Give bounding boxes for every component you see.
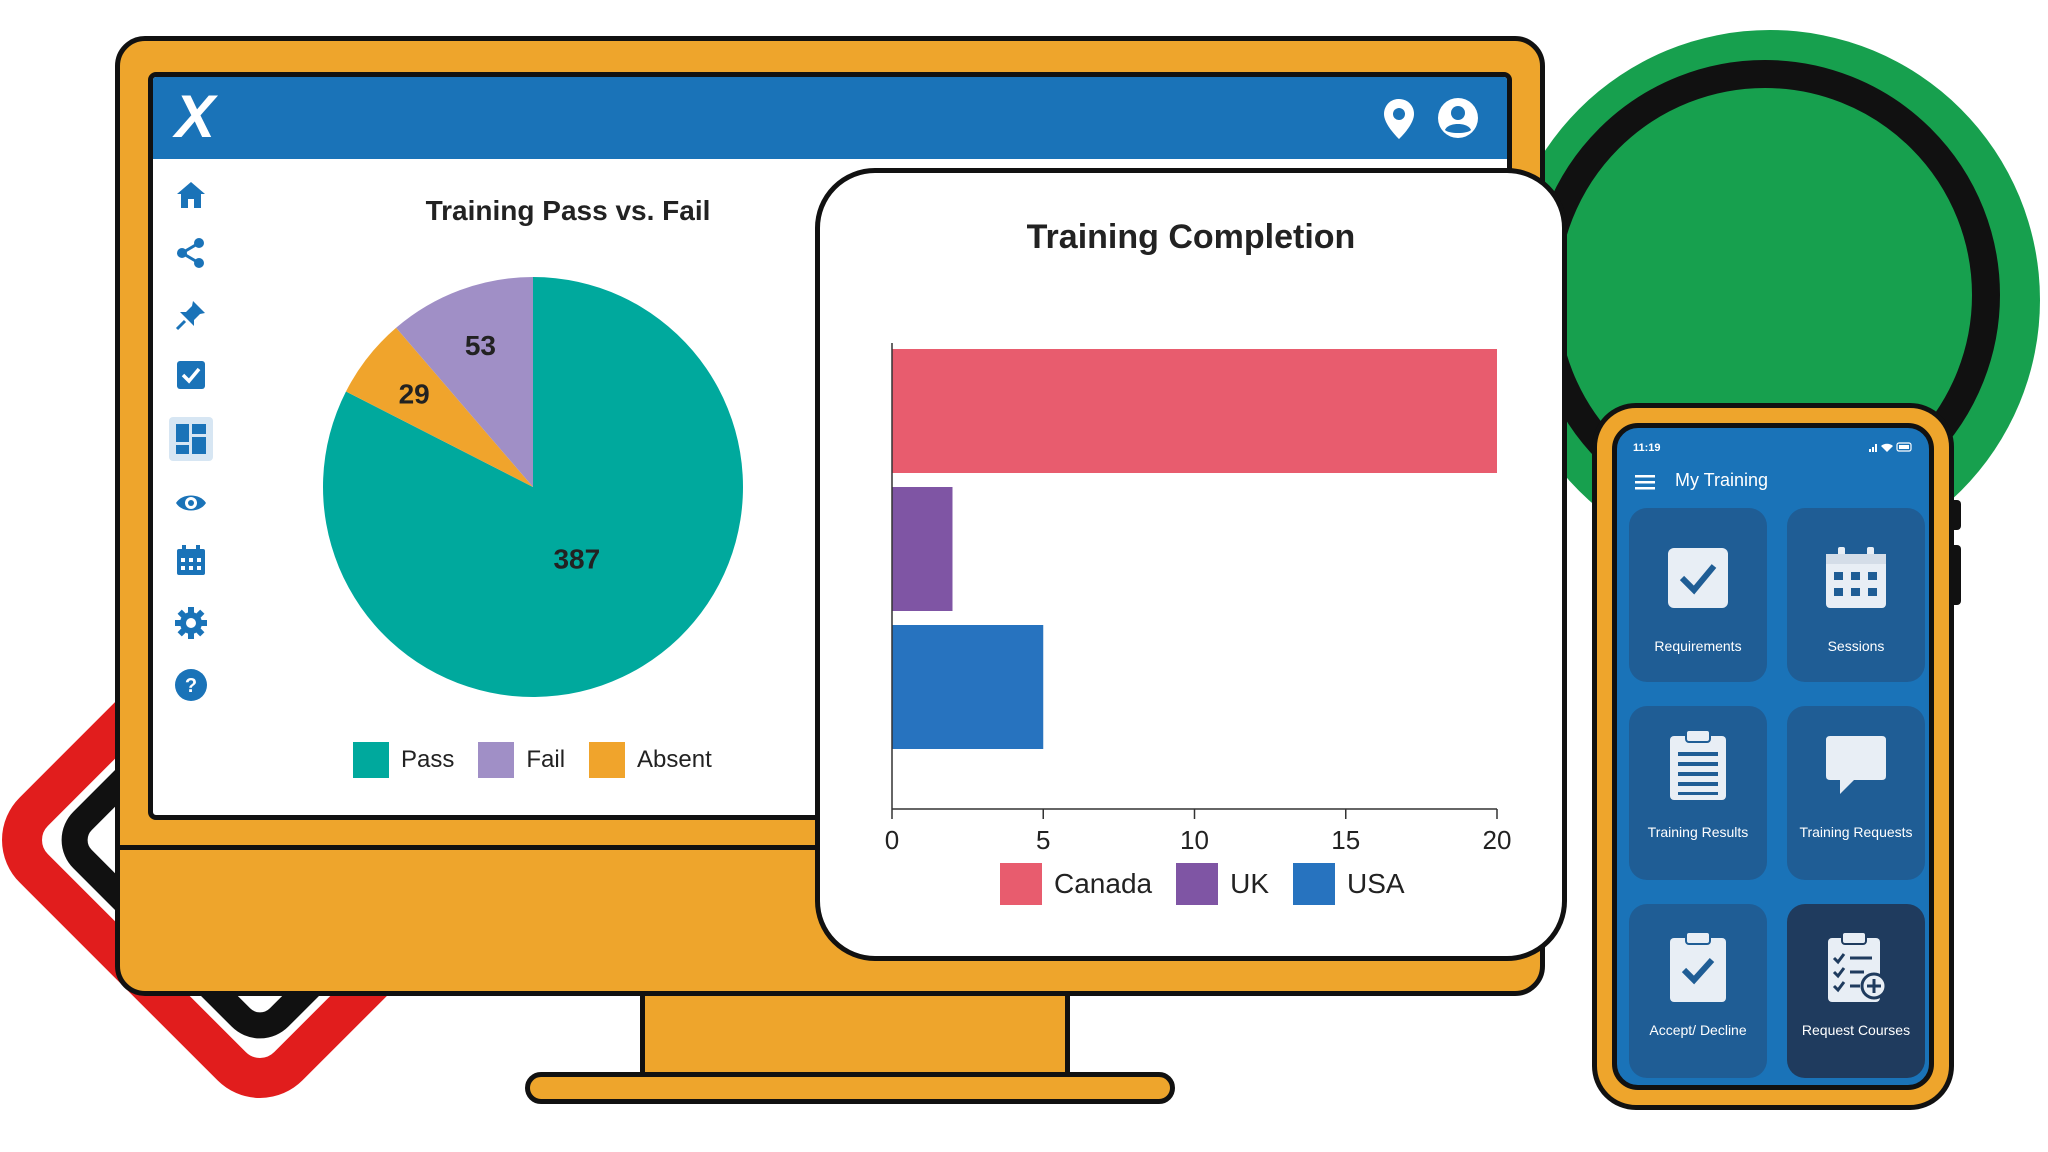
legend-item-absent: Absent	[589, 742, 712, 778]
x-tick-label: 20	[1483, 825, 1512, 853]
pie-chart: 387 29 53	[323, 277, 743, 697]
legend-item-pass: Pass	[353, 742, 454, 778]
monitor-stand-neck	[640, 992, 1070, 1082]
hamburger-menu-icon[interactable]	[1635, 474, 1655, 490]
tile-label: Training Results	[1647, 824, 1749, 840]
checkbox-icon[interactable]	[173, 357, 209, 393]
pie-chart-legend: Pass Fail Absent	[353, 742, 726, 778]
bar-chart-title: Training Completion	[1026, 218, 1356, 256]
phone-side-button	[1949, 500, 1961, 530]
legend-label: USA	[1347, 868, 1405, 899]
legend-swatch	[589, 742, 626, 778]
phone-screen: 11:19 My Training Requirements Sessions	[1612, 423, 1934, 1090]
legend-item-uk: UK	[1176, 863, 1269, 905]
calendar-icon[interactable]	[173, 543, 209, 579]
pie-chart-title: Training Pass vs. Fail	[425, 195, 711, 226]
legend-label: UK	[1230, 868, 1269, 899]
help-icon[interactable]: ?	[173, 667, 209, 703]
pie-slice-label-absent: 29	[399, 379, 430, 410]
eye-icon[interactable]	[173, 485, 209, 521]
tile-label: Requirements	[1654, 638, 1742, 654]
x-tick-label: 0	[885, 825, 899, 853]
legend-swatch	[1176, 863, 1219, 905]
pie-slice-label-fail: 53	[465, 330, 496, 361]
bar-usa[interactable]	[892, 625, 1044, 749]
legend-swatch	[1293, 863, 1335, 905]
tile-sessions[interactable]: Sessions	[1787, 508, 1925, 682]
share-icon[interactable]	[173, 235, 209, 271]
pie-slice-absent[interactable]	[345, 327, 533, 487]
pin-icon[interactable]	[173, 297, 209, 333]
tile-training-requests[interactable]: Training Requests	[1787, 706, 1925, 880]
clipboard-check-icon	[1670, 931, 1726, 1002]
clipboard-list-icon	[1670, 729, 1726, 800]
training-completion-card: Training Completion 0 5 10 15 20 Canada UK USA	[815, 168, 1567, 961]
pie-slice-label-pass: 387	[553, 544, 600, 575]
x-tick-label: 5	[1036, 825, 1050, 853]
legend-label: Absent	[637, 746, 712, 773]
legend-label: Canada	[1054, 868, 1153, 899]
phone-screen-title: My Training	[1675, 470, 1769, 490]
tile-requirements[interactable]: Requirements	[1629, 508, 1767, 682]
checkbox-icon	[1668, 548, 1728, 608]
monitor-stand-base	[525, 1072, 1175, 1104]
x-tick-label: 15	[1331, 825, 1360, 853]
legend-swatch	[1000, 863, 1042, 905]
bar-uk[interactable]	[892, 487, 953, 611]
status-bar-icons	[1869, 442, 1912, 452]
legend-item-fail: Fail	[478, 742, 565, 778]
legend-swatch	[478, 742, 515, 778]
bar-chart-legend: Canada UK USA	[1000, 863, 1429, 905]
tile-label: Training Requests	[1799, 824, 1913, 840]
pie-slice-fail[interactable]	[396, 277, 533, 487]
tile-label: Sessions	[1827, 638, 1885, 654]
calendar-icon	[1826, 547, 1886, 608]
user-account-icon[interactable]	[1437, 97, 1479, 139]
legend-item-usa: USA	[1293, 863, 1405, 905]
tile-accept-decline[interactable]: Accept/ Decline	[1629, 904, 1767, 1078]
bar-chart: 0 5 10 15 20	[885, 343, 1512, 853]
location-pin-icon[interactable]	[1381, 97, 1417, 141]
legend-item-canada: Canada	[1000, 863, 1152, 905]
x-tick-label: 10	[1180, 825, 1209, 853]
status-bar-time: 11:19	[1633, 442, 1661, 454]
app-header: X	[153, 77, 1507, 159]
clipboard-add-icon	[1828, 931, 1888, 1002]
svg-text:?: ?	[185, 675, 197, 697]
phone-side-button	[1949, 545, 1961, 605]
legend-label: Fail	[526, 746, 566, 773]
tile-request-courses[interactable]: Request Courses	[1787, 904, 1925, 1078]
gear-icon[interactable]	[173, 605, 209, 641]
dashboard-icon[interactable]	[169, 417, 213, 461]
home-icon[interactable]	[173, 177, 209, 213]
chat-bubble-icon	[1826, 736, 1886, 794]
legend-swatch	[353, 742, 389, 778]
bar-canada[interactable]	[892, 349, 1497, 473]
tile-training-results[interactable]: Training Results	[1629, 706, 1767, 880]
legend-label: Pass	[401, 746, 455, 773]
app-logo[interactable]: X	[175, 83, 216, 150]
tile-label: Accept/ Decline	[1649, 1022, 1747, 1038]
tile-label: Request Courses	[1801, 1022, 1911, 1038]
